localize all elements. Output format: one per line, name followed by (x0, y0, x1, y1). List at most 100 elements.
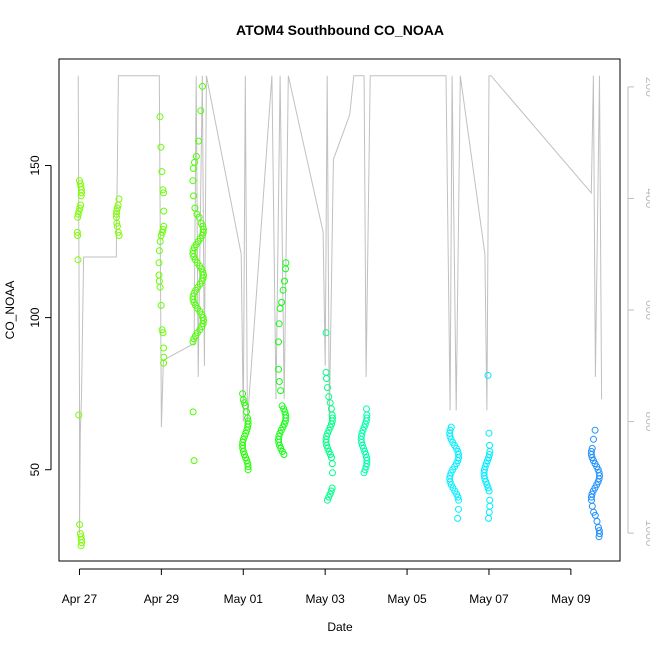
data-point (155, 247, 163, 255)
data-point (244, 463, 252, 471)
data-point (485, 451, 493, 458)
data-point (360, 469, 368, 477)
data-point (158, 228, 166, 236)
data-point (160, 344, 168, 352)
y2-tick-label: 1000 (643, 520, 650, 547)
data-point (155, 259, 163, 267)
data-point (160, 359, 168, 367)
data-point (484, 484, 492, 492)
data-point (189, 165, 197, 172)
x-tick-label: May 03 (305, 592, 345, 606)
data-point (78, 189, 85, 197)
data-point (323, 496, 331, 504)
data-point (446, 432, 454, 440)
pressure-trace-line (77, 75, 603, 534)
data-point (160, 207, 168, 215)
data-point (361, 466, 369, 474)
series-flight-may03 (322, 329, 336, 504)
y2-tick-label: 600 (643, 300, 650, 320)
data-point (75, 411, 83, 419)
data-point (242, 429, 250, 437)
data-point (324, 384, 331, 392)
data-point (189, 295, 197, 303)
data-point (485, 508, 493, 516)
data-point (189, 338, 197, 346)
data-point (243, 408, 251, 416)
data-point (328, 417, 336, 425)
data-point (593, 517, 601, 525)
data-point (277, 387, 285, 395)
data-points-layer (73, 82, 603, 550)
series-flight-may02 (275, 259, 290, 458)
data-point (243, 426, 251, 434)
data-point (195, 137, 203, 145)
series-flight-apr28 (112, 195, 123, 239)
data-point (160, 353, 168, 361)
y2-tick-label: 200 (643, 77, 650, 97)
y-axis-label: CO_NOAA (3, 281, 17, 340)
data-point (485, 487, 493, 495)
y-axis: 50 100 150 (28, 155, 52, 476)
data-point (192, 152, 200, 160)
series-flight-apr30 (189, 82, 207, 465)
secondary-y-axis: 200 400 600 800 1000 (627, 77, 650, 547)
x-tick-label: Apr 29 (144, 592, 180, 606)
y2-tick-label: 400 (643, 188, 650, 208)
data-point (595, 475, 603, 483)
series-flight-may09 (587, 426, 603, 541)
data-point (589, 487, 597, 495)
data-point (275, 320, 283, 328)
data-point (326, 451, 334, 458)
data-point (155, 271, 163, 279)
data-point (323, 441, 331, 449)
data-point (596, 530, 603, 538)
data-point (112, 210, 120, 218)
data-point (200, 317, 207, 325)
data-point (486, 441, 494, 449)
data-point (275, 378, 283, 385)
data-point (160, 189, 167, 197)
data-point (158, 168, 166, 176)
data-point (239, 448, 247, 455)
data-point (278, 298, 286, 306)
data-point (327, 487, 335, 495)
data-point (275, 438, 283, 446)
data-point (74, 210, 82, 218)
data-point (190, 192, 197, 200)
data-point (363, 460, 371, 468)
data-point (189, 177, 197, 185)
data-point (76, 521, 84, 528)
data-point (157, 143, 165, 151)
data-point (276, 305, 284, 312)
data-point (197, 107, 205, 115)
series-flight-may06 (446, 423, 463, 522)
data-point (454, 493, 462, 501)
data-point (239, 444, 247, 452)
data-point (279, 286, 287, 294)
data-point (159, 225, 167, 233)
data-point (239, 396, 247, 404)
data-point (199, 228, 207, 236)
data-point (159, 329, 167, 337)
data-point (329, 469, 336, 477)
data-point (360, 444, 367, 452)
series-flight-apr29 (155, 113, 168, 367)
data-point (114, 228, 122, 236)
data-point (156, 113, 164, 121)
data-point (360, 423, 368, 431)
data-point (361, 420, 369, 428)
series-flight-may01 (239, 390, 252, 474)
x-tick-label: May 01 (224, 592, 264, 606)
data-point (282, 265, 289, 273)
data-point (155, 277, 163, 285)
data-point (73, 228, 81, 236)
data-point (115, 232, 123, 239)
data-point (189, 408, 197, 416)
data-point (485, 429, 493, 437)
data-point (77, 192, 85, 200)
data-point (190, 335, 198, 343)
pressure-trace-layer (77, 75, 603, 534)
data-point (156, 238, 164, 245)
series-flight-may04 (357, 405, 371, 477)
